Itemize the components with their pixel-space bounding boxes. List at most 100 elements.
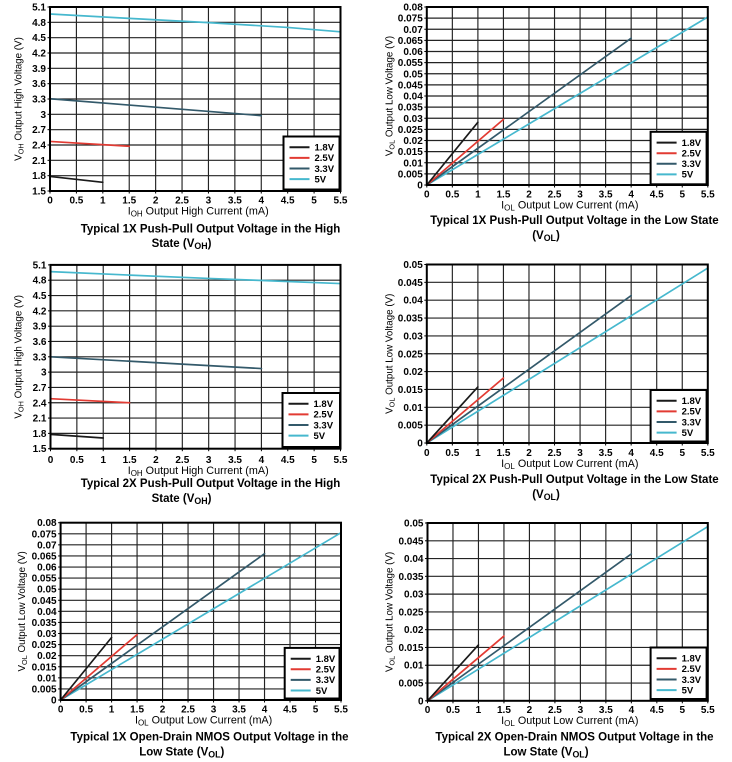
svg-text:2: 2 xyxy=(153,196,159,207)
svg-text:3: 3 xyxy=(206,196,212,207)
svg-text:0: 0 xyxy=(58,704,64,715)
svg-text:2: 2 xyxy=(526,189,532,200)
svg-text:1.8V: 1.8V xyxy=(682,396,702,407)
svg-text:2.5V: 2.5V xyxy=(682,149,702,160)
svg-text:0.04: 0.04 xyxy=(403,296,423,307)
svg-text:3.5: 3.5 xyxy=(599,189,613,200)
svg-text:Typical 2X Push-Pull Output Vo: Typical 2X Push-Pull Output Voltage in t… xyxy=(430,474,718,486)
svg-text:3.3V: 3.3V xyxy=(316,675,336,686)
svg-text:3.5: 3.5 xyxy=(599,705,613,716)
svg-text:0.075: 0.075 xyxy=(398,14,423,25)
svg-text:2.5: 2.5 xyxy=(175,455,189,466)
svg-text:3.3V: 3.3V xyxy=(315,164,335,175)
svg-text:2.5: 2.5 xyxy=(175,196,189,207)
svg-text:5: 5 xyxy=(311,196,317,207)
svg-text:0.015: 0.015 xyxy=(32,662,57,673)
svg-text:0.5: 0.5 xyxy=(445,189,459,200)
svg-text:3.5: 3.5 xyxy=(228,455,242,466)
svg-text:0.015: 0.015 xyxy=(398,147,423,158)
svg-text:0.5: 0.5 xyxy=(446,705,460,716)
svg-text:(VOL​): (VOL​) xyxy=(532,230,560,243)
svg-text:0.045: 0.045 xyxy=(398,278,423,289)
svg-text:0.035: 0.035 xyxy=(32,618,57,629)
svg-text:3: 3 xyxy=(578,705,584,716)
svg-text:0.5: 0.5 xyxy=(69,196,83,207)
svg-text:1.5: 1.5 xyxy=(123,455,137,466)
svg-text:IOL​ Output Low Current (mA): IOL​ Output Low Current (mA) xyxy=(135,714,272,727)
svg-text:2: 2 xyxy=(526,448,532,459)
svg-text:2.5V: 2.5V xyxy=(315,153,335,164)
svg-text:2.5V: 2.5V xyxy=(316,665,336,676)
svg-text:0.02: 0.02 xyxy=(404,625,424,636)
svg-text:4.2: 4.2 xyxy=(33,306,47,317)
svg-text:3.6: 3.6 xyxy=(33,337,47,348)
svg-text:3.3V: 3.3V xyxy=(682,159,702,170)
svg-text:Typical 1X Push-Pull Output Vo: Typical 1X Push-Pull Output Voltage in t… xyxy=(430,215,718,227)
svg-text:1: 1 xyxy=(100,455,106,466)
svg-text:4.5: 4.5 xyxy=(281,455,295,466)
svg-text:0.06: 0.06 xyxy=(403,47,423,58)
svg-text:0.01: 0.01 xyxy=(37,673,57,684)
svg-text:0.025: 0.025 xyxy=(32,640,57,651)
svg-text:3.9: 3.9 xyxy=(32,64,46,75)
svg-text:5V: 5V xyxy=(682,685,694,696)
svg-text:VOL​ Output Low Voltage (V): VOL​ Output Low Voltage (V) xyxy=(385,36,397,156)
svg-text:1: 1 xyxy=(100,196,106,207)
svg-text:0.045: 0.045 xyxy=(32,596,57,607)
svg-text:0.015: 0.015 xyxy=(398,643,423,654)
svg-text:4.5: 4.5 xyxy=(33,291,47,302)
svg-text:VOL​ Output Low Voltage (V): VOL​ Output Low Voltage (V) xyxy=(17,551,29,671)
svg-text:3.5: 3.5 xyxy=(232,704,246,715)
svg-text:0: 0 xyxy=(417,181,423,192)
svg-text:4.8: 4.8 xyxy=(33,276,47,287)
svg-text:4: 4 xyxy=(628,189,634,200)
svg-text:IOH​ Output High Current (mA): IOH​ Output High Current (mA) xyxy=(128,465,269,478)
svg-text:3.6: 3.6 xyxy=(32,79,46,90)
svg-text:1: 1 xyxy=(476,705,482,716)
svg-text:5.5: 5.5 xyxy=(701,705,715,716)
svg-text:4.8: 4.8 xyxy=(32,18,46,29)
svg-text:4.5: 4.5 xyxy=(650,189,664,200)
svg-text:5.1: 5.1 xyxy=(32,3,46,14)
svg-text:4: 4 xyxy=(262,704,268,715)
svg-text:1.8: 1.8 xyxy=(32,171,46,182)
svg-text:0: 0 xyxy=(417,439,423,450)
svg-text:3: 3 xyxy=(41,368,47,379)
svg-text:0.035: 0.035 xyxy=(398,572,423,583)
svg-text:0.08: 0.08 xyxy=(403,3,423,14)
svg-text:5V: 5V xyxy=(314,431,326,442)
svg-text:0.065: 0.065 xyxy=(398,36,423,47)
svg-text:0.075: 0.075 xyxy=(32,529,57,540)
svg-text:1.8V: 1.8V xyxy=(314,399,334,410)
svg-text:3.5: 3.5 xyxy=(599,448,613,459)
svg-text:0: 0 xyxy=(424,448,430,459)
svg-text:1.8V: 1.8V xyxy=(682,138,702,149)
svg-text:0.02: 0.02 xyxy=(403,136,423,147)
svg-text:3.3: 3.3 xyxy=(33,352,47,363)
svg-text:0.03: 0.03 xyxy=(37,629,57,640)
svg-text:5.5: 5.5 xyxy=(334,196,348,207)
svg-text:4.2: 4.2 xyxy=(32,49,46,60)
svg-text:4: 4 xyxy=(628,448,634,459)
svg-text:0.025: 0.025 xyxy=(398,125,423,136)
svg-text:3.5: 3.5 xyxy=(228,196,242,207)
svg-text:0.05: 0.05 xyxy=(37,585,57,596)
svg-text:0.035: 0.035 xyxy=(398,103,423,114)
svg-text:3: 3 xyxy=(211,704,217,715)
svg-text:1.8V: 1.8V xyxy=(315,143,335,154)
svg-text:0.005: 0.005 xyxy=(398,169,423,180)
svg-text:VOL​ Output Low Voltage (V): VOL​ Output Low Voltage (V) xyxy=(385,294,397,414)
svg-text:0.05: 0.05 xyxy=(403,69,423,80)
svg-text:IOL​ Output Low Current (mA): IOL​ Output Low Current (mA) xyxy=(501,200,638,213)
svg-text:0.055: 0.055 xyxy=(32,574,57,585)
svg-text:0.07: 0.07 xyxy=(37,540,57,551)
svg-text:2.5: 2.5 xyxy=(548,189,562,200)
svg-text:2.5V: 2.5V xyxy=(314,410,334,421)
svg-text:0.065: 0.065 xyxy=(32,551,57,562)
svg-text:0.045: 0.045 xyxy=(398,80,423,91)
svg-text:5: 5 xyxy=(679,189,685,200)
svg-text:VOH​ Output High Voltage (V): VOH​ Output High Voltage (V) xyxy=(14,295,26,419)
svg-text:2.7: 2.7 xyxy=(32,125,46,136)
svg-text:0.03: 0.03 xyxy=(403,331,423,342)
svg-text:3: 3 xyxy=(206,455,212,466)
